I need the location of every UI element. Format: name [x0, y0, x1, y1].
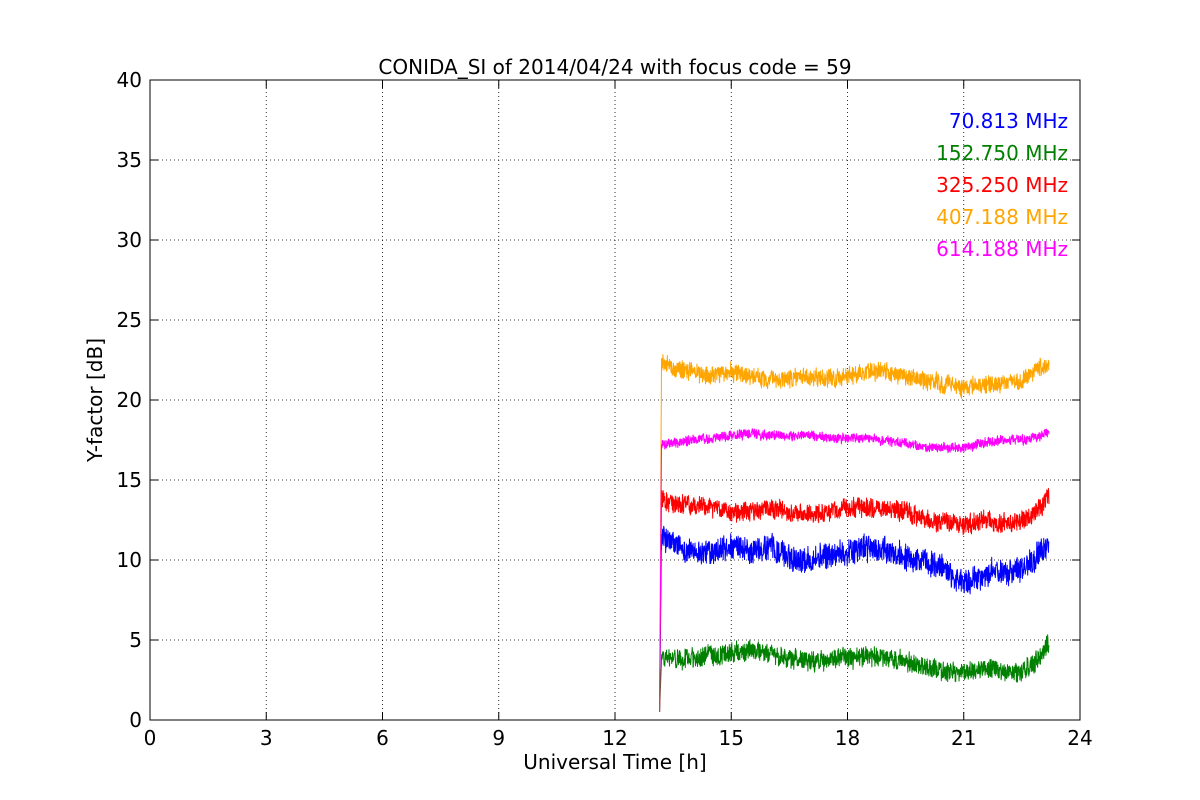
grid-layer: [150, 80, 1080, 720]
legend-entry: 614.188 MHz: [936, 237, 1068, 261]
x-tick-label: 21: [951, 726, 976, 750]
legend-entry: 325.250 MHz: [936, 173, 1068, 197]
series-line: [659, 428, 1050, 713]
legend: 70.813 MHz 152.750 MHz 325.250 MHz 407.188 …: [936, 109, 1068, 261]
series-line: [659, 525, 1050, 713]
x-tick-label: 6: [376, 726, 389, 750]
x-tick-label: 18: [835, 726, 860, 750]
y-tick-label: 0: [129, 708, 142, 732]
y-tick-label: 30: [117, 228, 142, 252]
legend-entry: 70.813 MHz: [949, 109, 1068, 133]
legend-entry: 407.188 MHz: [936, 205, 1068, 229]
x-tick-label: 3: [260, 726, 273, 750]
y-tick-label: 15: [117, 468, 142, 492]
y-tick-label: 40: [117, 68, 142, 92]
x-tick-label: 9: [492, 726, 505, 750]
y-tick-label: 25: [117, 308, 142, 332]
series-layer: [659, 354, 1050, 713]
y-tick-label: 5: [129, 628, 142, 652]
y-tick-label: 10: [117, 548, 142, 572]
x-axis-label: Universal Time [h]: [523, 750, 706, 774]
x-tick-label: 24: [1067, 726, 1092, 750]
series-line: [659, 634, 1050, 713]
y-axis-label: Y-factor [dB]: [83, 338, 107, 463]
x-tick-label: 0: [144, 726, 157, 750]
x-tick-label: 15: [719, 726, 744, 750]
legend-entry: 152.750 MHz: [936, 141, 1068, 165]
series-line: [659, 354, 1050, 713]
series-line: [659, 487, 1050, 713]
y-tick-label: 20: [117, 388, 142, 412]
tick-layer: 0 3 6 9 12 15 18 21 24 0 5 10 15 20 25 30 35 40: [117, 68, 1093, 750]
y-tick-label: 35: [117, 148, 142, 172]
chart-title: CONIDA_SI of 2014/04/24 with focus code …: [378, 55, 851, 79]
x-tick-label: 12: [602, 726, 627, 750]
